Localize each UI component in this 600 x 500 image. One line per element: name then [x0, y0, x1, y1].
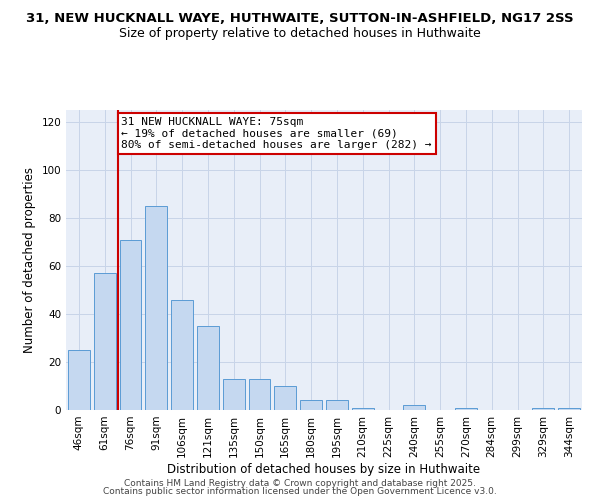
Y-axis label: Number of detached properties: Number of detached properties — [23, 167, 36, 353]
Text: 31 NEW HUCKNALL WAYE: 75sqm
← 19% of detached houses are smaller (69)
80% of sem: 31 NEW HUCKNALL WAYE: 75sqm ← 19% of det… — [121, 117, 432, 150]
Bar — [119, 240, 142, 410]
Text: Contains HM Land Registry data © Crown copyright and database right 2025.: Contains HM Land Registry data © Crown c… — [124, 478, 476, 488]
Bar — [223, 379, 245, 410]
Bar — [171, 300, 193, 410]
Text: Contains public sector information licensed under the Open Government Licence v3: Contains public sector information licen… — [103, 487, 497, 496]
Bar — [352, 408, 374, 410]
Text: 31, NEW HUCKNALL WAYE, HUTHWAITE, SUTTON-IN-ASHFIELD, NG17 2SS: 31, NEW HUCKNALL WAYE, HUTHWAITE, SUTTON… — [26, 12, 574, 26]
Bar — [455, 408, 477, 410]
Bar — [68, 350, 90, 410]
Bar — [94, 273, 116, 410]
Bar — [248, 379, 271, 410]
Bar — [145, 206, 167, 410]
Bar — [403, 405, 425, 410]
Bar — [274, 386, 296, 410]
X-axis label: Distribution of detached houses by size in Huthwaite: Distribution of detached houses by size … — [167, 462, 481, 475]
Text: Size of property relative to detached houses in Huthwaite: Size of property relative to detached ho… — [119, 28, 481, 40]
Bar — [558, 408, 580, 410]
Bar — [197, 326, 219, 410]
Bar — [532, 408, 554, 410]
Bar — [326, 400, 348, 410]
Bar — [300, 400, 322, 410]
